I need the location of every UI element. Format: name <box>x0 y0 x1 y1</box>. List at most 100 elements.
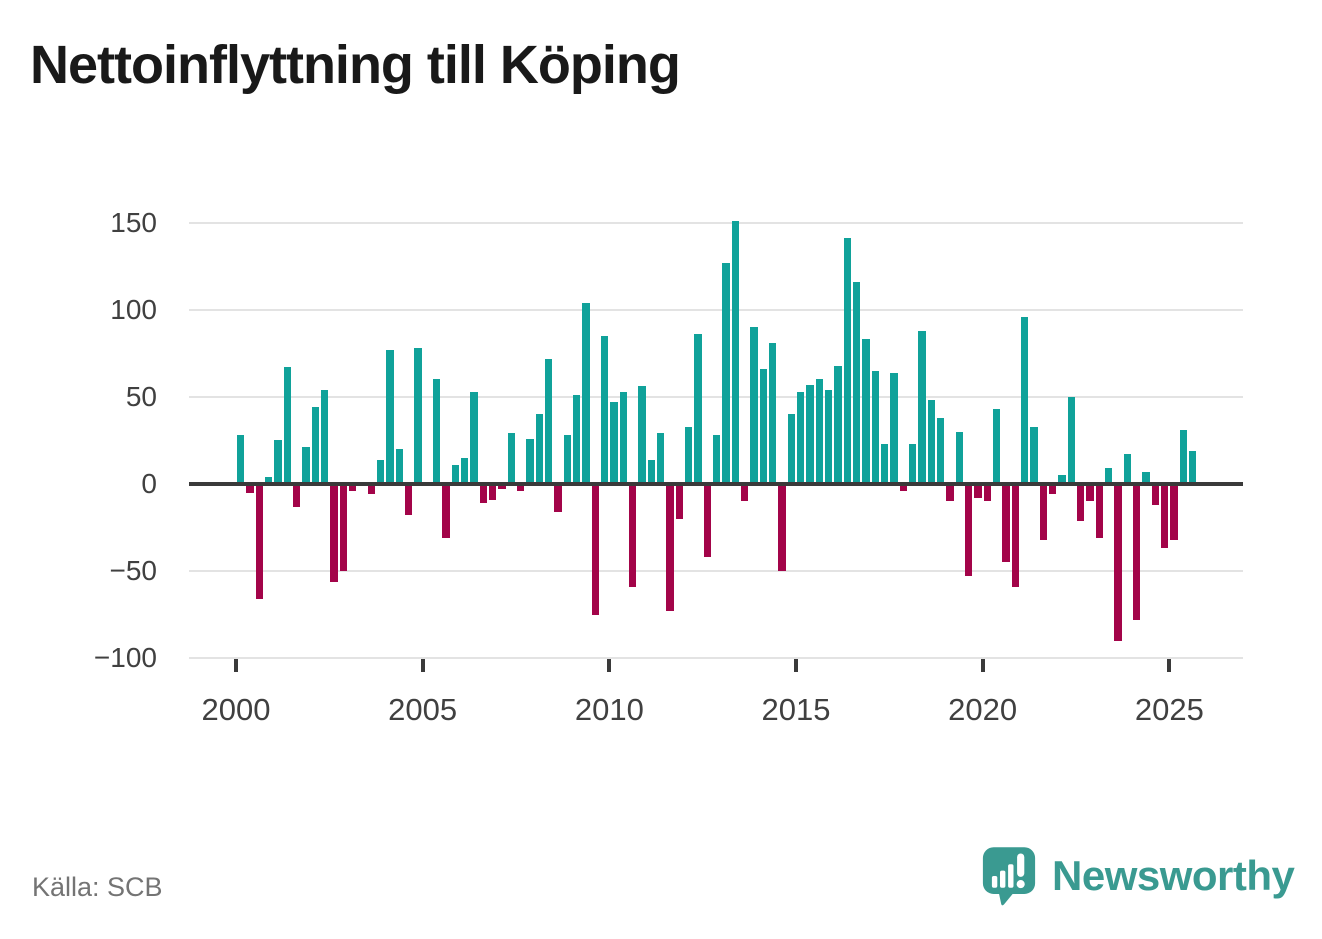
bar-positive <box>927 400 936 484</box>
bar-positive <box>376 459 385 484</box>
bar-negative <box>1011 484 1020 587</box>
y-axis-label: 100 <box>110 293 157 325</box>
gridline <box>189 570 1243 573</box>
bar-negative <box>498 484 506 490</box>
x-axis-label: 2020 <box>948 692 1018 727</box>
y-axis-label: 0 <box>141 468 157 499</box>
bar-positive <box>843 238 852 484</box>
bar-negative <box>1170 484 1178 540</box>
bar-positive <box>852 281 861 484</box>
bar-negative <box>974 484 982 498</box>
bar-positive <box>955 431 964 484</box>
bar-positive <box>759 369 768 484</box>
bar-positive <box>936 417 945 484</box>
bar-negative <box>479 484 488 504</box>
gridline <box>189 395 1243 398</box>
bar-positive <box>712 435 721 484</box>
x-axis-label: 2005 <box>388 692 458 727</box>
x-axis-label: 2010 <box>574 692 644 727</box>
bar-positive <box>414 348 422 484</box>
bar-positive <box>890 372 898 484</box>
bar-positive <box>1188 450 1197 484</box>
bar-positive <box>507 433 516 484</box>
bar-positive <box>395 449 404 484</box>
bar-positive <box>834 365 842 484</box>
bar-positive <box>1020 316 1029 484</box>
bar-negative <box>1086 484 1094 502</box>
bar-negative <box>246 484 254 493</box>
bar-negative <box>1048 484 1057 495</box>
bar-positive <box>824 389 833 484</box>
bar-positive <box>992 409 1001 484</box>
bar-positive <box>694 334 702 484</box>
bar-positive <box>563 435 572 484</box>
bar-positive <box>1142 471 1150 484</box>
bar-positive <box>572 395 581 484</box>
brand-footer: Newsworthy <box>982 846 1295 906</box>
bar-positive <box>731 220 740 484</box>
bar-positive <box>871 370 880 484</box>
bar-positive <box>619 391 628 484</box>
bar-positive <box>908 443 917 484</box>
bar-positive <box>815 379 824 484</box>
bar-negative <box>1151 484 1160 505</box>
bar-positive <box>768 342 777 484</box>
bar-positive <box>283 367 292 484</box>
x-axis-line <box>189 482 1243 486</box>
bar-positive <box>264 477 273 484</box>
bar-positive <box>236 435 245 484</box>
bar-negative <box>255 484 264 599</box>
bar-negative <box>1076 484 1085 521</box>
gridline <box>189 221 1243 224</box>
bar-positive <box>796 391 805 484</box>
bar-negative <box>983 484 992 502</box>
bar-negative <box>1132 484 1141 620</box>
bar-positive <box>320 389 329 484</box>
bar-positive <box>684 426 693 484</box>
bar-negative <box>1039 484 1048 540</box>
bar-positive <box>526 438 534 484</box>
x-axis-label: 2015 <box>761 692 831 727</box>
bar-negative <box>946 484 954 502</box>
x-axis-label: 2025 <box>1134 692 1204 727</box>
bar-negative <box>778 484 786 572</box>
bar-positive <box>535 414 544 484</box>
bar-positive <box>544 358 553 484</box>
bar-positive <box>311 407 320 484</box>
bar-negative <box>1095 484 1104 538</box>
bar-negative <box>404 484 413 516</box>
bar-positive <box>647 459 656 484</box>
y-axis-label: 50 <box>125 380 157 412</box>
bar-negative <box>899 484 908 491</box>
bar-positive <box>1104 468 1113 484</box>
bar-positive <box>880 443 889 484</box>
bar-negative <box>703 484 712 558</box>
bar-negative <box>740 484 749 502</box>
bar-negative <box>339 484 348 572</box>
x-axis-tick <box>607 659 612 672</box>
bar-negative <box>348 484 357 491</box>
x-axis-label: 2000 <box>201 692 271 727</box>
newsworthy-logo-icon <box>982 847 1036 906</box>
bar-positive <box>787 414 796 484</box>
y-axis-label: 150 <box>110 206 157 238</box>
bar-negative <box>367 484 376 495</box>
chart-title: Nettoinflyttning till Köping <box>30 35 681 95</box>
x-axis-tick <box>234 659 238 672</box>
gridline <box>189 657 1243 660</box>
bar-negative <box>628 484 637 587</box>
bar-negative <box>675 484 684 519</box>
bar-positive <box>470 391 478 484</box>
bar-positive <box>918 330 926 484</box>
bar-positive <box>386 349 394 484</box>
bar-positive <box>600 335 609 484</box>
bar-negative <box>488 484 497 500</box>
bar-positive <box>638 386 646 484</box>
bar-positive <box>750 327 758 484</box>
bar-negative <box>666 484 674 612</box>
bar-negative <box>442 484 450 538</box>
bar-positive <box>432 379 441 484</box>
bar-positive <box>1067 396 1076 484</box>
bar-positive <box>862 339 870 484</box>
